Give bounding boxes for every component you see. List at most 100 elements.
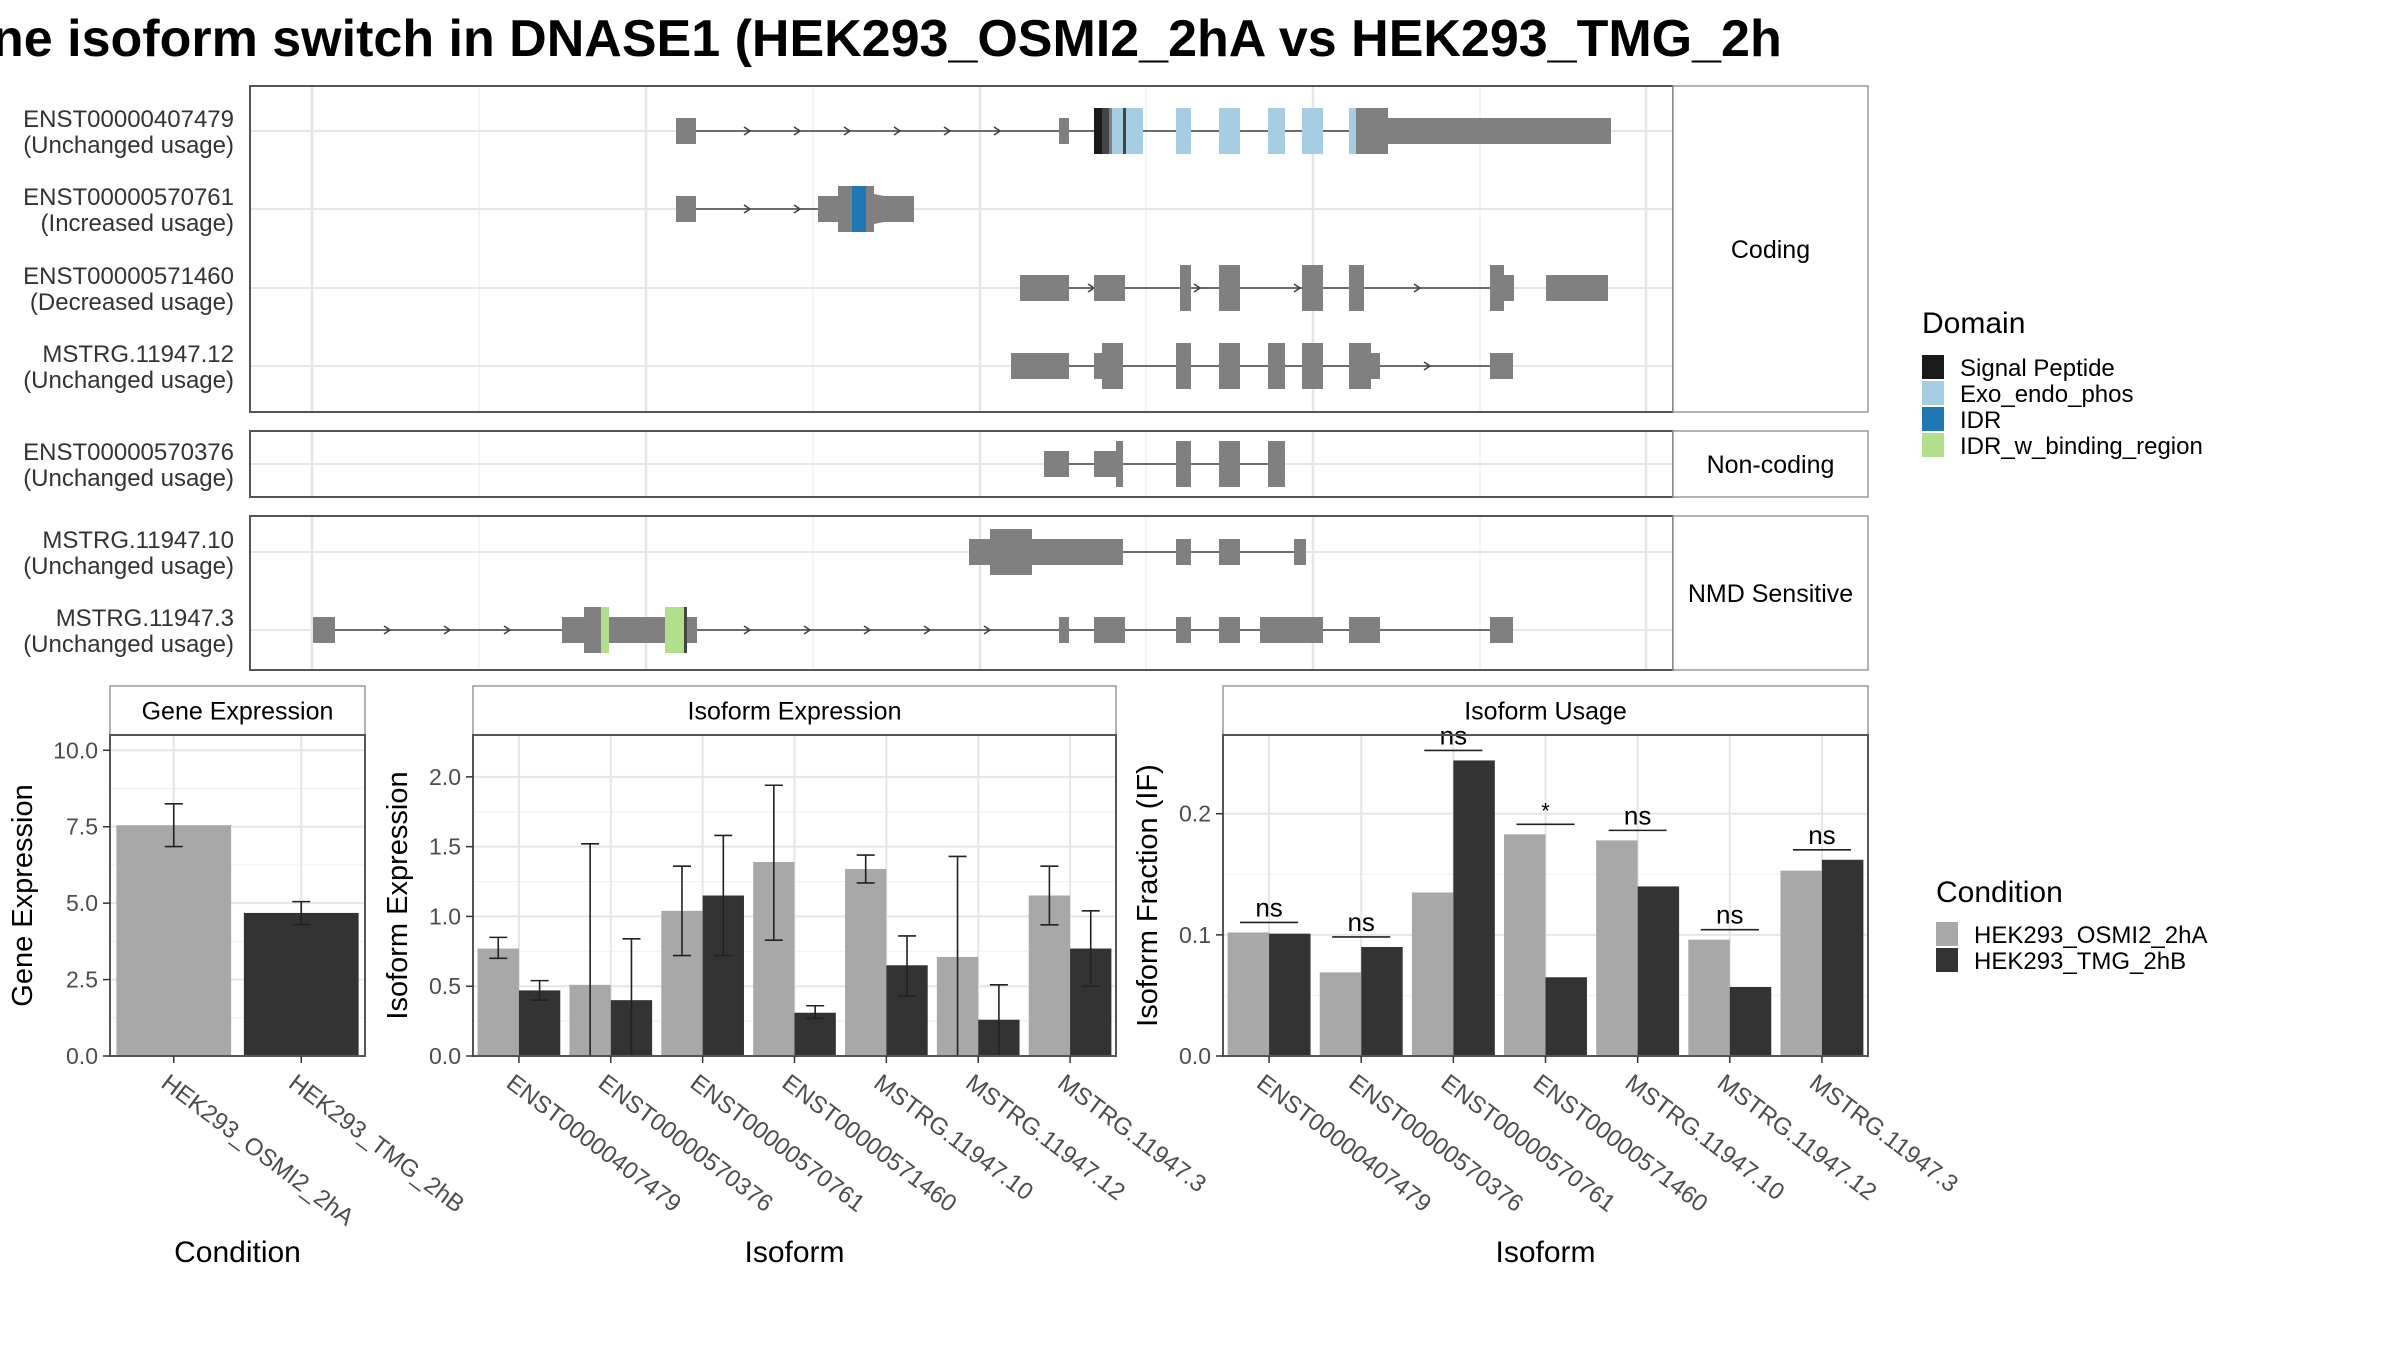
strand-arrow <box>1423 361 1432 371</box>
exon-block <box>1176 617 1191 643</box>
exon-block <box>1504 275 1514 301</box>
exon-block <box>1302 265 1323 311</box>
legend-swatch-idr <box>1922 407 1944 431</box>
domain-block <box>1302 108 1323 154</box>
domain-block <box>665 607 684 653</box>
exon-block <box>1011 353 1069 379</box>
error-bar <box>530 979 549 1001</box>
group-strip-box <box>1672 515 1869 671</box>
error-bar <box>898 935 917 997</box>
structure-panel-frame <box>249 515 1674 671</box>
significance-label: ns <box>1255 892 1282 922</box>
transcript-usage-label: (Unchanged usage) <box>23 631 234 658</box>
condition-legend-title: Condition <box>1936 876 2063 909</box>
exon-block <box>1219 343 1240 389</box>
transcript-id-mstrg-11947-3: MSTRG.11947.3 <box>56 605 234 632</box>
transcript-structure-panel: ENST00000407479(Unchanged usage)ENST0000… <box>23 85 1869 671</box>
y-tick-label: 2.0 <box>429 764 461 790</box>
error-bar <box>856 854 875 884</box>
exon-block <box>1059 617 1069 643</box>
exon-block <box>1219 441 1240 487</box>
transcript-usage-label: (Decreased usage) <box>30 289 234 316</box>
legend-label-idr-binding: IDR_w_binding_region <box>1960 433 2203 460</box>
condition-legend: Condition HEK293_OSMI2_2hA HEK293_TMG_2h… <box>1936 876 2207 975</box>
bar-enst00000570376 <box>1361 946 1403 1056</box>
exon-block <box>1059 118 1069 144</box>
error-bar <box>292 900 311 926</box>
domain-block <box>1176 108 1191 154</box>
y-tick-label: 0.2 <box>1179 801 1211 827</box>
group-strip-non-coding: Non-coding <box>1707 451 1835 479</box>
strand-arrow <box>503 625 512 635</box>
x-tick-label-mstrg-11947-10: MSTRG.11947.10 <box>1620 1069 1789 1206</box>
exon-block <box>1490 617 1513 643</box>
x-tick-label-mstrg-11947-10: MSTRG.11947.10 <box>869 1069 1038 1206</box>
y-tick-label: 0.0 <box>66 1043 98 1069</box>
x-tick-label-mstrg-11947-3: MSTRG.11947.3 <box>1052 1069 1211 1198</box>
x-tick-label-mstrg-11947-12: MSTRG.11947.12 <box>961 1069 1130 1206</box>
exon-block <box>1032 539 1123 565</box>
exon-block <box>676 118 696 144</box>
exon-block <box>1349 343 1371 389</box>
domain-legend: Domain Signal Peptide Exo_endo_phos IDR … <box>1922 307 2203 460</box>
bar-enst00000407479 <box>477 948 519 1056</box>
bar-enst00000571460 <box>1504 834 1546 1056</box>
exon-block <box>313 617 335 643</box>
domain-block <box>684 607 687 653</box>
domain-block <box>1349 108 1356 154</box>
group-strips: Coding Non-coding NMD Sensitive <box>1672 85 1869 671</box>
significance-label: ns <box>1716 900 1743 930</box>
bar-mstrg-11947-10 <box>845 868 887 1056</box>
transcript-id-enst00000570761: ENST00000570761 <box>23 184 234 211</box>
error-bar <box>714 834 733 957</box>
x-axis-title: Isoform <box>1495 1236 1595 1269</box>
exon-block <box>1219 539 1240 565</box>
legend-swatch-idr-binding <box>1922 433 1944 457</box>
y-tick-label: 2.5 <box>66 967 98 993</box>
strand-arrow <box>793 126 802 136</box>
exon-block <box>1176 343 1191 389</box>
legend-label-tmg: HEK293_TMG_2hB <box>1974 948 2186 975</box>
exon-block <box>1094 275 1125 301</box>
panel-frame <box>109 734 366 1057</box>
domain-block <box>1094 108 1102 154</box>
bar-mstrg-11947-12 <box>1688 939 1730 1056</box>
bar-mstrg-11947-10 <box>1596 840 1638 1056</box>
bar-mstrg-11947-3 <box>1780 870 1822 1056</box>
y-axis-title: Gene Expression <box>7 784 39 1006</box>
exon-block <box>1180 265 1191 311</box>
bar-enst00000407479 <box>518 990 561 1056</box>
strand-arrow <box>863 625 872 635</box>
legend-label-exo-endo-phos: Exo_endo_phos <box>1960 381 2133 408</box>
structure-grid <box>250 86 1673 670</box>
panel-strip-title: Isoform Usage <box>1464 698 1627 726</box>
legend-label-osmi2: HEK293_OSMI2_2hA <box>1974 922 2207 949</box>
panel-strip-title: Isoform Expression <box>688 698 902 726</box>
exon-block <box>562 617 584 643</box>
y-axis-title: Isoform Fraction (IF) <box>1132 764 1164 1027</box>
y-tick-label: 5.0 <box>66 890 98 916</box>
exon-block <box>1176 539 1191 565</box>
panel-strip-title: Gene Expression <box>142 698 334 726</box>
strand-arrow <box>843 126 852 136</box>
strand-arrow <box>793 204 802 214</box>
strand-arrow <box>893 126 902 136</box>
exon-block <box>1219 265 1240 311</box>
x-axis-title: Isoform <box>744 1236 844 1269</box>
transcript-id-enst00000571460: ENST00000571460 <box>23 263 234 290</box>
exon-block <box>1356 108 1388 154</box>
bar-hek293-osmi2-2ha <box>116 825 232 1056</box>
exon-block <box>1094 451 1116 477</box>
x-axis-title: Condition <box>174 1236 301 1269</box>
legend-swatch-signal-peptide <box>1922 355 1944 379</box>
exon-block <box>1102 343 1123 389</box>
bar-enst00000407479 <box>1269 933 1311 1056</box>
transcript-usage-label: (Unchanged usage) <box>23 367 234 394</box>
panel-strip <box>1222 685 1869 736</box>
error-bar <box>164 802 183 848</box>
exon-block <box>1116 441 1123 487</box>
y-tick-label: 1.5 <box>429 834 461 860</box>
domain-block <box>1268 108 1285 154</box>
exon-block <box>1546 275 1608 301</box>
